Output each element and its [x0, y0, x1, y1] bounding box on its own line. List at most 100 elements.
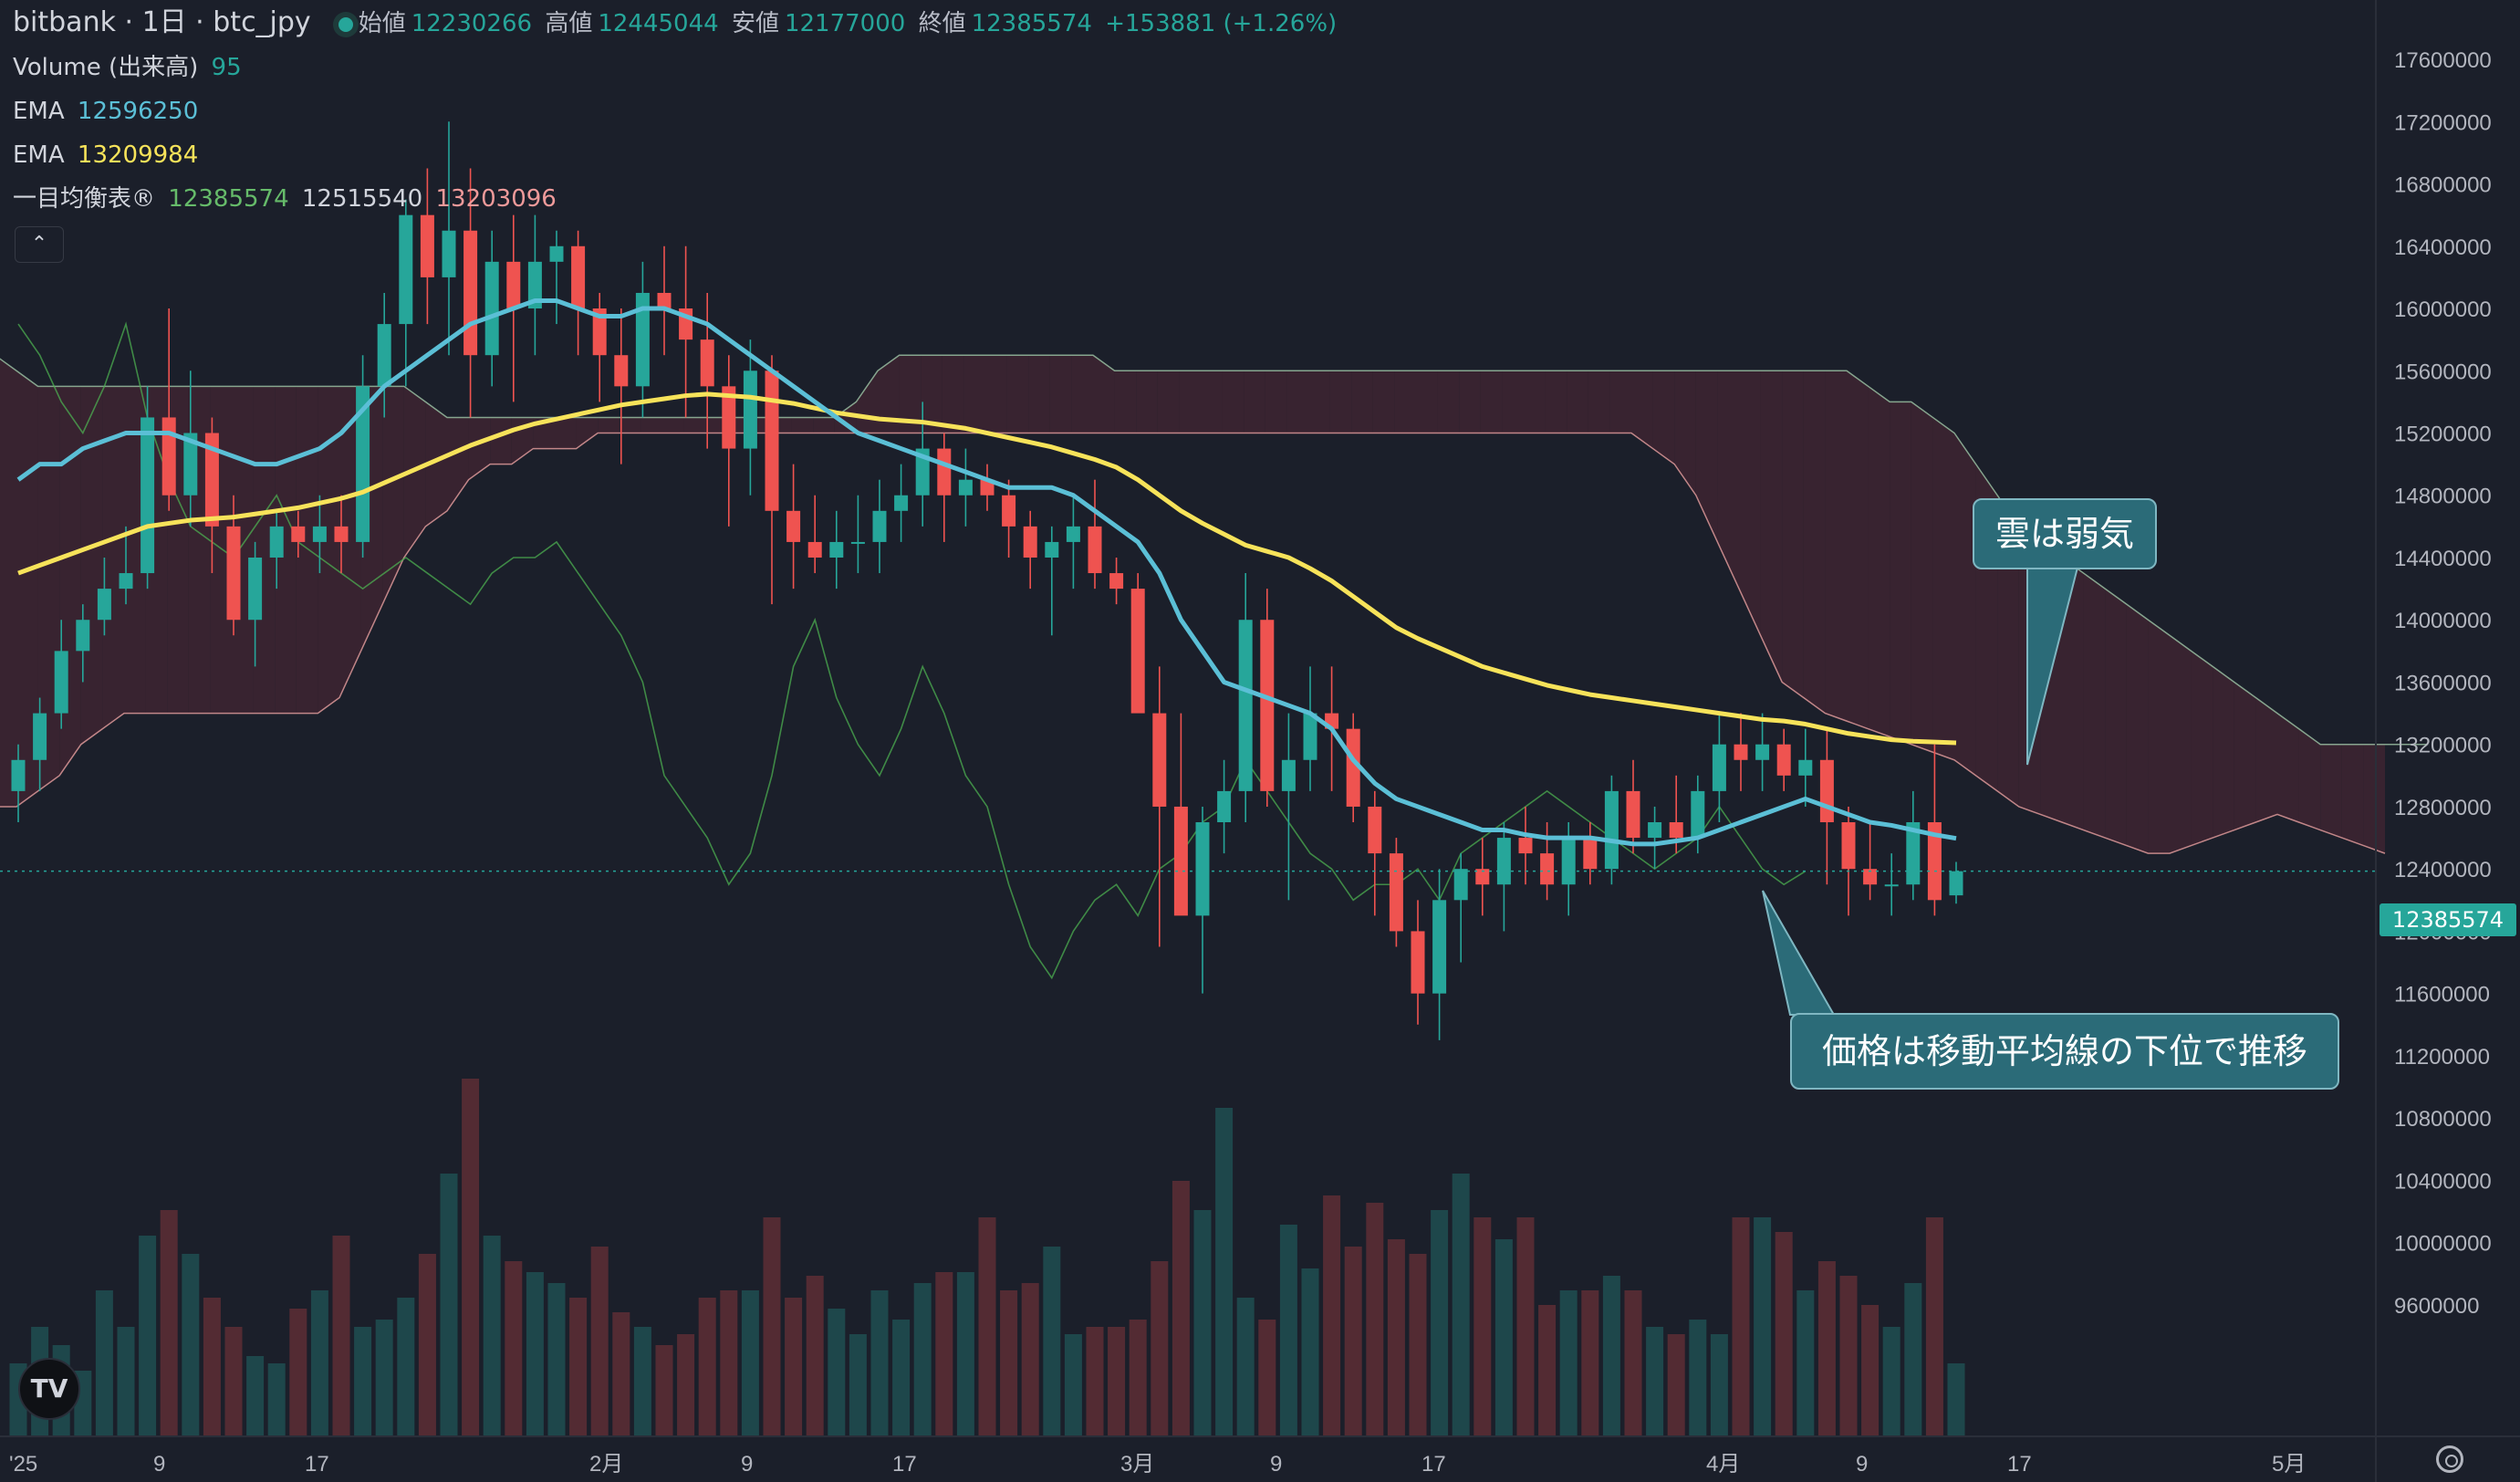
volume-bar	[1258, 1320, 1276, 1436]
candle-body	[1475, 869, 1490, 885]
volume-bar	[1861, 1305, 1880, 1436]
cloud-segment	[1954, 433, 1976, 776]
candle-body	[1819, 759, 1834, 823]
candle-body	[442, 230, 456, 277]
volume-bar	[1193, 1210, 1212, 1436]
collapse-legend-button[interactable]: ⌃	[15, 226, 64, 263]
candle-body	[1927, 822, 1942, 901]
price-tick-label: 16400000	[2394, 235, 2492, 260]
cloud-segment	[2126, 604, 2149, 854]
chart-header-legend: bitbank · 1日 · btc_jpy 始値 12230266 高値 12445…	[13, 7, 1342, 39]
volume-bar	[763, 1217, 781, 1436]
ichimoku-legend[interactable]: 一目均衡表® 12385574 12515540 13203096	[13, 183, 562, 214]
candle-body	[1496, 838, 1511, 885]
price-note-callout: 価格は移動平均線の下位で推移	[1790, 1013, 2339, 1090]
volume-bar	[1215, 1108, 1234, 1436]
volume-bar	[310, 1290, 328, 1436]
price-tick-label: 11600000	[2394, 983, 2490, 1007]
candle-body	[571, 245, 586, 309]
candle-body	[1195, 822, 1210, 916]
cloud-segment	[1997, 495, 2019, 807]
volume-bar	[397, 1298, 415, 1436]
close-label: 終値	[918, 10, 966, 37]
candle-body	[592, 308, 607, 356]
cloud-segment	[985, 355, 1007, 433]
volume-bar	[1236, 1298, 1255, 1436]
cloud-segment	[2083, 573, 2106, 839]
cloud-segment	[705, 417, 727, 433]
candle-body	[420, 214, 434, 277]
ichimoku-value-3: 13203096	[435, 185, 557, 213]
market-status-icon	[338, 16, 353, 32]
volume-bar	[1431, 1210, 1449, 1436]
volume-bar	[935, 1272, 953, 1436]
volume-bar	[1667, 1334, 1685, 1436]
volume-bar	[1108, 1327, 1126, 1436]
senkou-span-b-line	[0, 432, 2386, 854]
ema-slow-legend[interactable]: EMA 13209984	[13, 140, 203, 171]
volume-bar	[505, 1261, 523, 1436]
cloud-segment	[124, 386, 146, 714]
volume-bar	[267, 1363, 286, 1436]
candle-body	[1755, 744, 1770, 760]
time-tick-label: 3月	[1120, 1452, 1154, 1477]
cloud-segment	[791, 417, 814, 433]
candle-body	[1626, 790, 1640, 839]
volume-bar	[1366, 1203, 1384, 1436]
cloud-segment	[382, 386, 404, 605]
volume-bar	[612, 1312, 630, 1436]
settings-gear-icon[interactable]	[2436, 1445, 2463, 1473]
cloud-segment	[2148, 620, 2170, 854]
cloud-segment	[921, 355, 942, 433]
cloud-segment	[2170, 635, 2192, 854]
candle-body	[1540, 853, 1555, 885]
cloud-segment	[1308, 370, 1330, 433]
cloud-segment	[1932, 417, 1954, 760]
volume-bar	[1516, 1217, 1535, 1436]
candle-body	[807, 541, 822, 558]
volume-bar	[1817, 1261, 1836, 1436]
cloud-segment	[1717, 370, 1739, 590]
candle-body	[1066, 526, 1080, 542]
cloud-segment	[2277, 713, 2299, 823]
candle-body	[829, 541, 844, 558]
volume-bar	[1839, 1276, 1858, 1436]
candle-body	[119, 573, 133, 590]
volume-bar	[1602, 1276, 1620, 1436]
volume-bar	[1538, 1305, 1557, 1436]
time-tick-label: 4月	[1706, 1452, 1740, 1477]
cloud-segment	[576, 417, 599, 449]
cloud-segment	[1028, 355, 1050, 433]
volume-bar	[1925, 1217, 1943, 1436]
volume-bar	[1043, 1247, 1061, 1436]
candle-body	[291, 526, 306, 542]
candle-body	[1518, 838, 1533, 854]
high-value: 12445044	[598, 10, 719, 37]
price-tick-label: 10800000	[2394, 1107, 2492, 1132]
volume-legend[interactable]: Volume (出来高) 95	[13, 52, 247, 83]
symbol-title[interactable]: bitbank · 1日 · btc_jpy	[13, 6, 311, 38]
volume-bar	[1796, 1290, 1815, 1436]
candle-body	[11, 759, 26, 791]
cloud-segment	[1201, 370, 1223, 433]
cloud-segment	[59, 386, 81, 776]
volume-bar	[1021, 1283, 1039, 1436]
cloud-segment	[1502, 370, 1524, 433]
tradingview-logo-icon[interactable]: TV	[18, 1358, 80, 1420]
price-tick-label: 10400000	[2394, 1169, 2492, 1194]
cloud-segment	[1049, 355, 1072, 433]
volume-bar	[720, 1290, 738, 1436]
price-tick-label: 17600000	[2394, 48, 2492, 73]
candle-body	[1281, 759, 1296, 791]
volume-bar	[95, 1290, 113, 1436]
cloud-segment	[80, 386, 103, 745]
candle-body	[312, 526, 327, 542]
cloud-segment	[2320, 744, 2342, 839]
volume-bar	[160, 1210, 178, 1436]
cloud-segment	[1265, 370, 1287, 433]
cloud-note-callout: 雲は弱気	[1973, 498, 2157, 569]
cloud-segment	[1868, 386, 1890, 737]
price-tick-label: 15600000	[2394, 360, 2492, 384]
ema-fast-legend[interactable]: EMA 12596250	[13, 96, 203, 127]
